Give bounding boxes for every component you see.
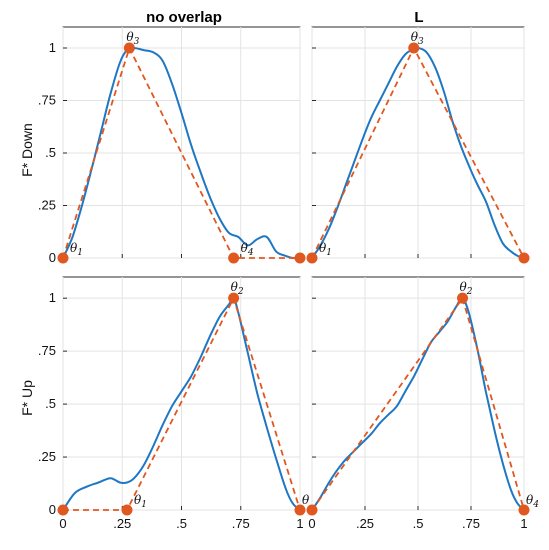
x-tick-label: 1 bbox=[520, 516, 527, 531]
theta-point bbox=[121, 504, 133, 516]
x-tick-label: 0 bbox=[59, 516, 66, 531]
x-tick-label: .25 bbox=[113, 516, 131, 531]
theta-point bbox=[294, 504, 306, 516]
theta-point bbox=[57, 252, 69, 264]
theta-point bbox=[306, 252, 318, 264]
theta-point bbox=[228, 252, 240, 264]
theta-point bbox=[518, 504, 530, 516]
theta-subscript: 4 bbox=[532, 500, 539, 510]
theta-point bbox=[306, 504, 318, 516]
y-tick-label: .25 bbox=[38, 198, 56, 213]
theta-subscript: 3 bbox=[134, 37, 140, 47]
theta-point bbox=[408, 42, 420, 54]
column-title-no-overlap: no overlap bbox=[146, 9, 222, 26]
x-tick-label: .75 bbox=[462, 516, 480, 531]
theta-subscript: 2 bbox=[237, 287, 244, 297]
theta-subscript: 1 bbox=[141, 500, 147, 510]
theta-subscript: 2 bbox=[466, 287, 473, 297]
x-tick-label: 1 bbox=[296, 516, 303, 531]
y-tick-label: .5 bbox=[45, 396, 56, 411]
row-label-f-up: F* Up bbox=[19, 380, 35, 416]
row-label-f-down: F* Down bbox=[19, 123, 35, 177]
theta-label: θ bbox=[302, 493, 310, 507]
series-curve-line bbox=[62, 46, 301, 260]
series-curve-line bbox=[311, 297, 525, 511]
theta-point bbox=[518, 252, 530, 264]
x-tick-label: .5 bbox=[413, 516, 424, 531]
x-tick-label: .25 bbox=[356, 516, 374, 531]
theta-subscript: 1 bbox=[326, 248, 332, 258]
theta-point bbox=[57, 504, 69, 516]
y-tick-label: .75 bbox=[38, 93, 56, 108]
y-tick-label: .75 bbox=[38, 343, 56, 358]
theta-point bbox=[123, 42, 135, 54]
y-tick-label: 1 bbox=[49, 40, 56, 55]
x-tick-label: .5 bbox=[176, 516, 187, 531]
y-tick-label: 1 bbox=[49, 290, 56, 305]
y-tick-label: .25 bbox=[38, 449, 56, 464]
column-title-l: L bbox=[414, 9, 423, 26]
theta-subscript: 3 bbox=[418, 37, 424, 47]
x-tick-label: 0 bbox=[308, 516, 315, 531]
y-tick-label: 0 bbox=[49, 250, 56, 265]
theta-point bbox=[294, 252, 306, 264]
series-approx-line bbox=[63, 295, 301, 511]
theta-subscript: 1 bbox=[77, 248, 83, 258]
theta-subscript: 4 bbox=[247, 248, 254, 258]
x-tick-label: .75 bbox=[232, 516, 250, 531]
theta-point bbox=[228, 292, 240, 304]
y-tick-label: 0 bbox=[49, 502, 56, 517]
series-approx-line bbox=[62, 45, 300, 259]
series-curve-line bbox=[62, 296, 301, 511]
y-tick-label: .5 bbox=[45, 145, 56, 160]
theta-point bbox=[457, 292, 469, 304]
